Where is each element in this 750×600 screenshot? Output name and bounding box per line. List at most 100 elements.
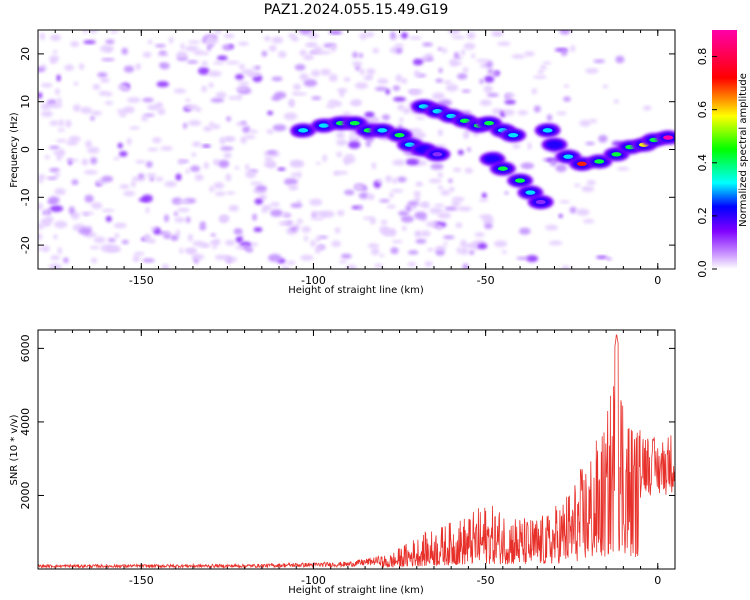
spectrogram-noise-blob	[250, 242, 259, 247]
spectrogram-noise-blob	[56, 139, 67, 143]
spectrogram-noise-blob	[179, 247, 184, 254]
spectrogram-noise-blob	[433, 144, 447, 148]
spectrogram-noise-blob	[461, 89, 471, 93]
snr-series-line	[38, 334, 675, 569]
snr-y-ticks: 2000 4000 6000	[19, 334, 675, 509]
spectrogram-noise-blob	[203, 162, 209, 170]
spectrogram-noise-blob	[452, 167, 462, 172]
spectrogram-noise-blob	[344, 189, 355, 196]
spectrogram-noise-blob	[397, 176, 407, 183]
spectrogram-noise-blob	[277, 50, 287, 59]
spectrogram-noise-blob	[365, 31, 375, 38]
spectrogram-noise-blob	[471, 53, 476, 59]
spectrogram-noise-blob	[214, 254, 228, 260]
spectrogram-noise-blob	[548, 240, 563, 246]
spectrogram-noise-blob	[41, 245, 50, 253]
x-tick-label: -100	[301, 274, 326, 287]
spectrogram-noise-blob	[223, 33, 235, 39]
spectrogram-noise-blob	[132, 255, 140, 263]
spectrogram-noise-blob	[105, 215, 112, 222]
spectrogram-noise-blob	[82, 30, 88, 34]
spectrogram-noise-blob	[212, 61, 225, 65]
spectrogram-noise-blob	[434, 203, 445, 208]
spectrogram-noise-blob	[316, 161, 321, 165]
spectrogram-noise-blob	[187, 40, 201, 44]
spectrogram-noise-blob	[174, 217, 186, 223]
spectrogram-noise-blob	[400, 32, 408, 39]
spectrogram-noise-blob	[58, 148, 66, 157]
colorbar-ticks: 0.0 0.2 0.4 0.6 0.8	[696, 48, 717, 278]
spectrogram-noise-blob	[443, 80, 452, 85]
spectrogram-noise-blob	[392, 85, 401, 91]
spectrogram-noise-blob	[149, 176, 155, 182]
spectrogram-noise-blob	[114, 233, 120, 239]
spectrogram-noise-blob	[117, 142, 123, 149]
spectrogram-noise-blob	[52, 50, 58, 54]
spectrogram-noise-blob	[462, 67, 469, 73]
spectrogram-noise-blob	[183, 122, 188, 129]
spectrogram-noise-blob	[186, 60, 199, 64]
spectrogram-noise-blob	[354, 184, 363, 191]
spectrogram-noise-blob	[519, 227, 531, 235]
spectrogram-noise-blob	[428, 178, 442, 184]
spectrogram-noise-blob	[486, 60, 493, 69]
spectrogram-noise-blob	[107, 238, 116, 243]
spectrogram-noise-blob	[210, 98, 225, 103]
spectrogram-noise-blob	[248, 129, 258, 134]
spectrogram-noise-blob	[223, 152, 232, 159]
spectrogram-noise-blob	[377, 78, 389, 85]
spectrogram-noise-blob	[173, 88, 186, 94]
spectrogram-noise-blob	[97, 72, 108, 78]
spectrogram-noise-blob	[348, 141, 361, 149]
spectrogram-noise-blob	[255, 185, 267, 192]
spectrogram-noise-blob	[91, 202, 103, 210]
colorbar-tick-label: 0.8	[696, 48, 709, 66]
spectrogram-noise-blob	[337, 210, 345, 216]
spectrogram-noise-blob	[198, 67, 210, 75]
spectrogram-noise-blob	[219, 136, 226, 145]
spectrogram-noise-blob	[414, 183, 424, 187]
spectrogram-noise-blob	[340, 253, 352, 259]
spectrogram-noise-blob	[606, 257, 612, 261]
spectrogram-noise-blob	[284, 178, 298, 186]
spectrogram-noise-blob	[484, 75, 495, 83]
spectrogram-noise-blob	[135, 63, 141, 70]
spectrogram-noise-blob	[228, 256, 238, 263]
spectrogram-noise-blob	[38, 178, 43, 184]
spectrogram-noise-blob	[54, 172, 60, 178]
spectrogram-noise-blob	[83, 170, 98, 175]
spectrogram-noise-blob	[57, 97, 62, 105]
spectrogram-noise-blob	[201, 85, 208, 93]
spectrogram-noise-blob	[390, 247, 399, 255]
spectrogram-noise-blob	[504, 191, 509, 195]
spectrogram-noise-blob	[413, 70, 421, 78]
y-tick-label: -10	[19, 188, 32, 206]
spectrogram-noise-blob	[512, 144, 521, 149]
spectrogram-noise-blob	[245, 170, 257, 179]
spectrogram-noise-blob	[437, 47, 442, 51]
spectrogram-noise-blob	[372, 48, 379, 54]
spectrogram-noise-blob	[224, 136, 234, 141]
spectrogram-noise-blob	[98, 90, 108, 96]
spectrogram-noise-blob	[203, 126, 213, 132]
spectrogram-noise-blob	[397, 124, 403, 129]
spectrogram-noise-blob	[283, 112, 298, 121]
spectrogram-noise-blob	[352, 61, 363, 67]
spectrogram-noise-blob	[426, 221, 438, 227]
spectrogram-noise-blob	[54, 88, 60, 95]
spectrogram-noise-blob	[54, 220, 68, 229]
spectrogram-noise-blob	[240, 121, 247, 125]
spectrogram-noise-blob	[511, 54, 526, 59]
spectrogram-noise-blob	[310, 239, 316, 247]
spectrogram-noise-blob	[301, 226, 311, 233]
spectrogram-noise-blob	[376, 179, 383, 184]
spectrogram-noise-blob	[460, 49, 466, 56]
spectrogram-noise-blob	[579, 119, 591, 127]
spectrogram-noise-blob	[201, 144, 212, 148]
spectrogram-noise-blob	[386, 204, 396, 209]
spectrogram-noise-blob	[135, 160, 146, 164]
spectrogram-noise-blob	[218, 160, 230, 169]
spectrogram-noise-blob	[104, 101, 114, 105]
spectrogram-noise-blob	[417, 202, 427, 207]
spectrogram-noise-blob	[339, 259, 347, 264]
